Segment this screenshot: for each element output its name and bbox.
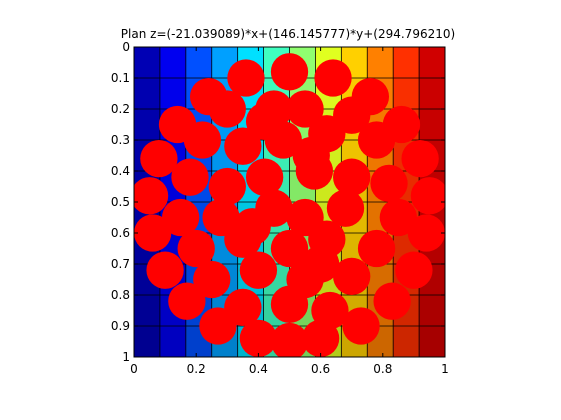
y-axis: 0 0.1 0.2 0.3 0.4 0.5 0.6 0.7 0.8 0.9 1 [111,40,445,364]
marker-point [239,251,278,289]
marker-point [134,214,172,252]
marker-point [168,282,206,320]
heatmap-cell [393,326,420,358]
marker-point [270,53,309,91]
marker-point [370,164,408,203]
marker-point [227,59,265,97]
y-tick-label: 0.5 [111,195,130,209]
x-tick-label: 1 [441,362,449,376]
heatmap-cell [134,78,161,110]
x-tick-label: 0 [130,362,138,376]
y-tick-label: 0.7 [111,257,130,271]
marker-point [177,229,215,268]
marker-point [224,127,262,165]
y-tick-label: 1 [122,350,130,364]
heatmap-cell [159,78,187,110]
marker-point [208,90,246,128]
y-tick-label: 0.9 [111,319,130,333]
heatmap-cell [393,78,420,110]
marker-point [171,158,209,196]
marker-point [357,121,396,159]
marker-point [245,158,284,196]
marker-point [270,285,309,323]
y-tick-label: 0 [122,40,130,54]
x-tick-label: 0.6 [311,362,330,376]
marker-point [270,229,309,268]
marker-point [314,59,352,97]
marker-point [245,102,284,141]
heatmap-cell [419,326,446,358]
marker-point [326,189,365,227]
x-tick-label: 0.8 [373,362,392,376]
marker-point [301,245,340,283]
heatmap-cell [419,295,446,327]
marker-point [193,260,231,299]
markers [134,53,445,357]
marker-point [270,322,309,357]
y-tick-label: 0.2 [111,102,130,116]
marker-point [373,282,411,320]
marker-point [286,90,324,128]
marker-point [333,158,371,196]
chart-title: Plan z=(-21.039089)*x+(146.145777)*y+(29… [121,27,455,41]
heatmap-cell [367,47,394,79]
x-tick-label: 0.4 [249,362,268,376]
y-tick-label: 0.6 [111,226,130,240]
heatmap-cell [419,109,446,141]
marker-point [146,251,184,289]
marker-point [401,139,439,178]
heatmap-cell [419,47,446,79]
heatmap-cell [185,47,213,79]
marker-point [342,307,380,345]
y-tick-label: 0.3 [111,133,130,147]
y-tick-label: 0.4 [111,164,130,178]
marker-point [134,177,169,215]
marker-point [333,257,371,296]
marker-point [357,229,396,268]
marker-point [239,319,278,357]
marker-point [292,136,330,175]
heatmap-cell [393,47,420,79]
marker-point [224,288,262,327]
marker-point [410,177,445,215]
heatmap-cell [159,326,187,358]
y-tick-label: 0.8 [111,288,130,302]
x-tick-label: 0.2 [187,362,206,376]
marker-point [395,251,433,289]
marker-point [183,121,222,159]
marker-point [311,291,349,330]
marker-point [407,214,445,252]
marker-point [379,198,418,237]
x-axis: 0 0.2 0.4 0.6 0.8 1 [130,47,449,376]
heatmap-cell [134,47,161,79]
y-tick-label: 0.1 [111,71,130,85]
marker-point [208,167,246,206]
heatmap-cell [134,295,161,327]
marker-point [161,198,200,237]
heatmap-cell [159,47,187,79]
heatmap-cell [134,326,161,358]
marker-point [233,208,271,246]
heatmap-cell [419,78,446,110]
marker-point [140,139,178,178]
heatmap-cell [134,109,161,141]
